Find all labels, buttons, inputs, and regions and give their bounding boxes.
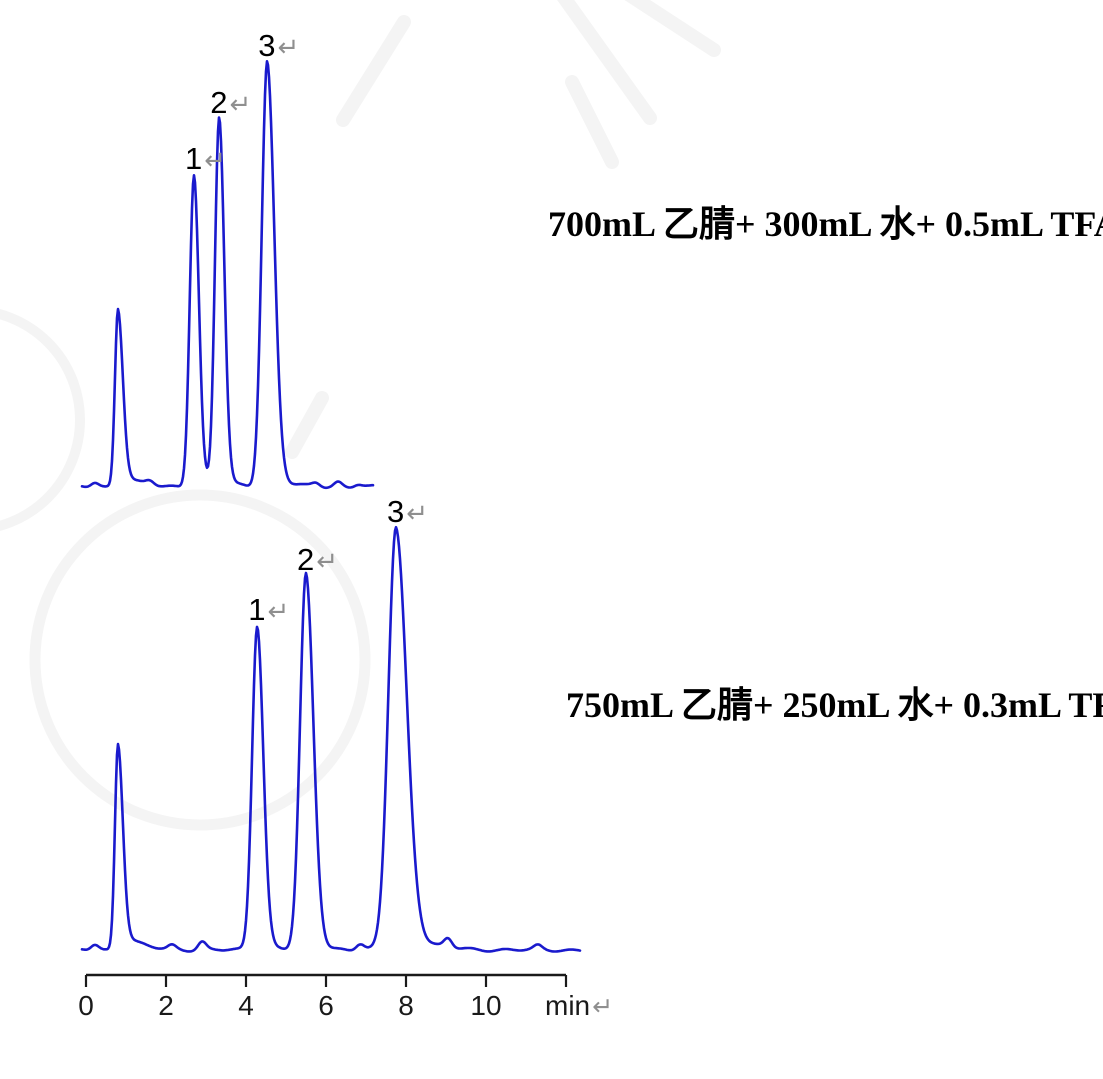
- x-axis-tick-label-6: 6: [318, 990, 334, 1021]
- chromatogram-bottom-peak-2-label: 2↵: [297, 544, 338, 578]
- condition-label-bottom: 750mL 乙腈+ 250mL 水+ 0.3mL TFA↵: [566, 684, 1103, 727]
- return-mark-icon: ↵: [316, 547, 339, 577]
- return-mark-icon: ↵: [229, 90, 252, 120]
- return-mark-icon: ↵: [406, 499, 429, 529]
- chromatogram-bottom-peak-1-label: 1↵: [248, 594, 289, 628]
- peak-number-text: 3: [387, 494, 405, 529]
- chromatogram-top-peak-3-label: 3↵: [258, 30, 299, 64]
- peak-number-text: 3: [258, 28, 276, 63]
- condition-label-top-text: 700mL 乙腈+ 300mL 水+ 0.5mL TFA: [548, 204, 1103, 244]
- watermark-stroke-wm5: [285, 391, 329, 459]
- peak-number-text: 2: [210, 85, 228, 120]
- peak-number-text: 1: [185, 141, 203, 176]
- return-mark-icon: ↵: [267, 597, 290, 627]
- chromatogram-bottom-peak-3-label: 3↵: [387, 496, 428, 530]
- x-axis-tick-label-4: 4: [238, 990, 254, 1021]
- x-axis-tick-label-0: 0: [78, 990, 94, 1021]
- x-axis-tick-label-2: 2: [158, 990, 174, 1021]
- chromatogram-top-peak-2-label: 2↵: [210, 87, 251, 121]
- watermark-circle: [29, 489, 371, 831]
- peak-number-text: 2: [297, 542, 315, 577]
- watermark-stroke-wm2: [557, 0, 657, 125]
- chromatogram-top-peak-1-label: 1↵: [185, 143, 226, 177]
- x-axis-tick-label-8: 8: [398, 990, 414, 1021]
- watermark-stroke-wm1: [624, 0, 721, 57]
- chromatogram-bottom-trace: [80, 525, 582, 953]
- chromatogram-top-trace: [80, 60, 375, 490]
- watermark-stroke-wm3: [565, 75, 619, 169]
- condition-label-bottom-text: 750mL 乙腈+ 250mL 水+ 0.3mL TFA: [566, 685, 1103, 725]
- return-mark-icon: ↵: [204, 146, 227, 176]
- watermark-arc: [0, 308, 85, 532]
- axis-unit-text: min: [545, 990, 591, 1021]
- axis-unit-label: min↵: [545, 991, 613, 1022]
- return-mark-icon: ↵: [277, 33, 300, 63]
- peak-number-text: 1: [248, 592, 266, 627]
- condition-label-top: 700mL 乙腈+ 300mL 水+ 0.5mL TFA↵: [548, 203, 1103, 246]
- x-axis-tick-label-10: 10: [470, 990, 502, 1021]
- watermark-stroke-wm4: [336, 15, 411, 127]
- return-mark-icon: ↵: [592, 992, 614, 1021]
